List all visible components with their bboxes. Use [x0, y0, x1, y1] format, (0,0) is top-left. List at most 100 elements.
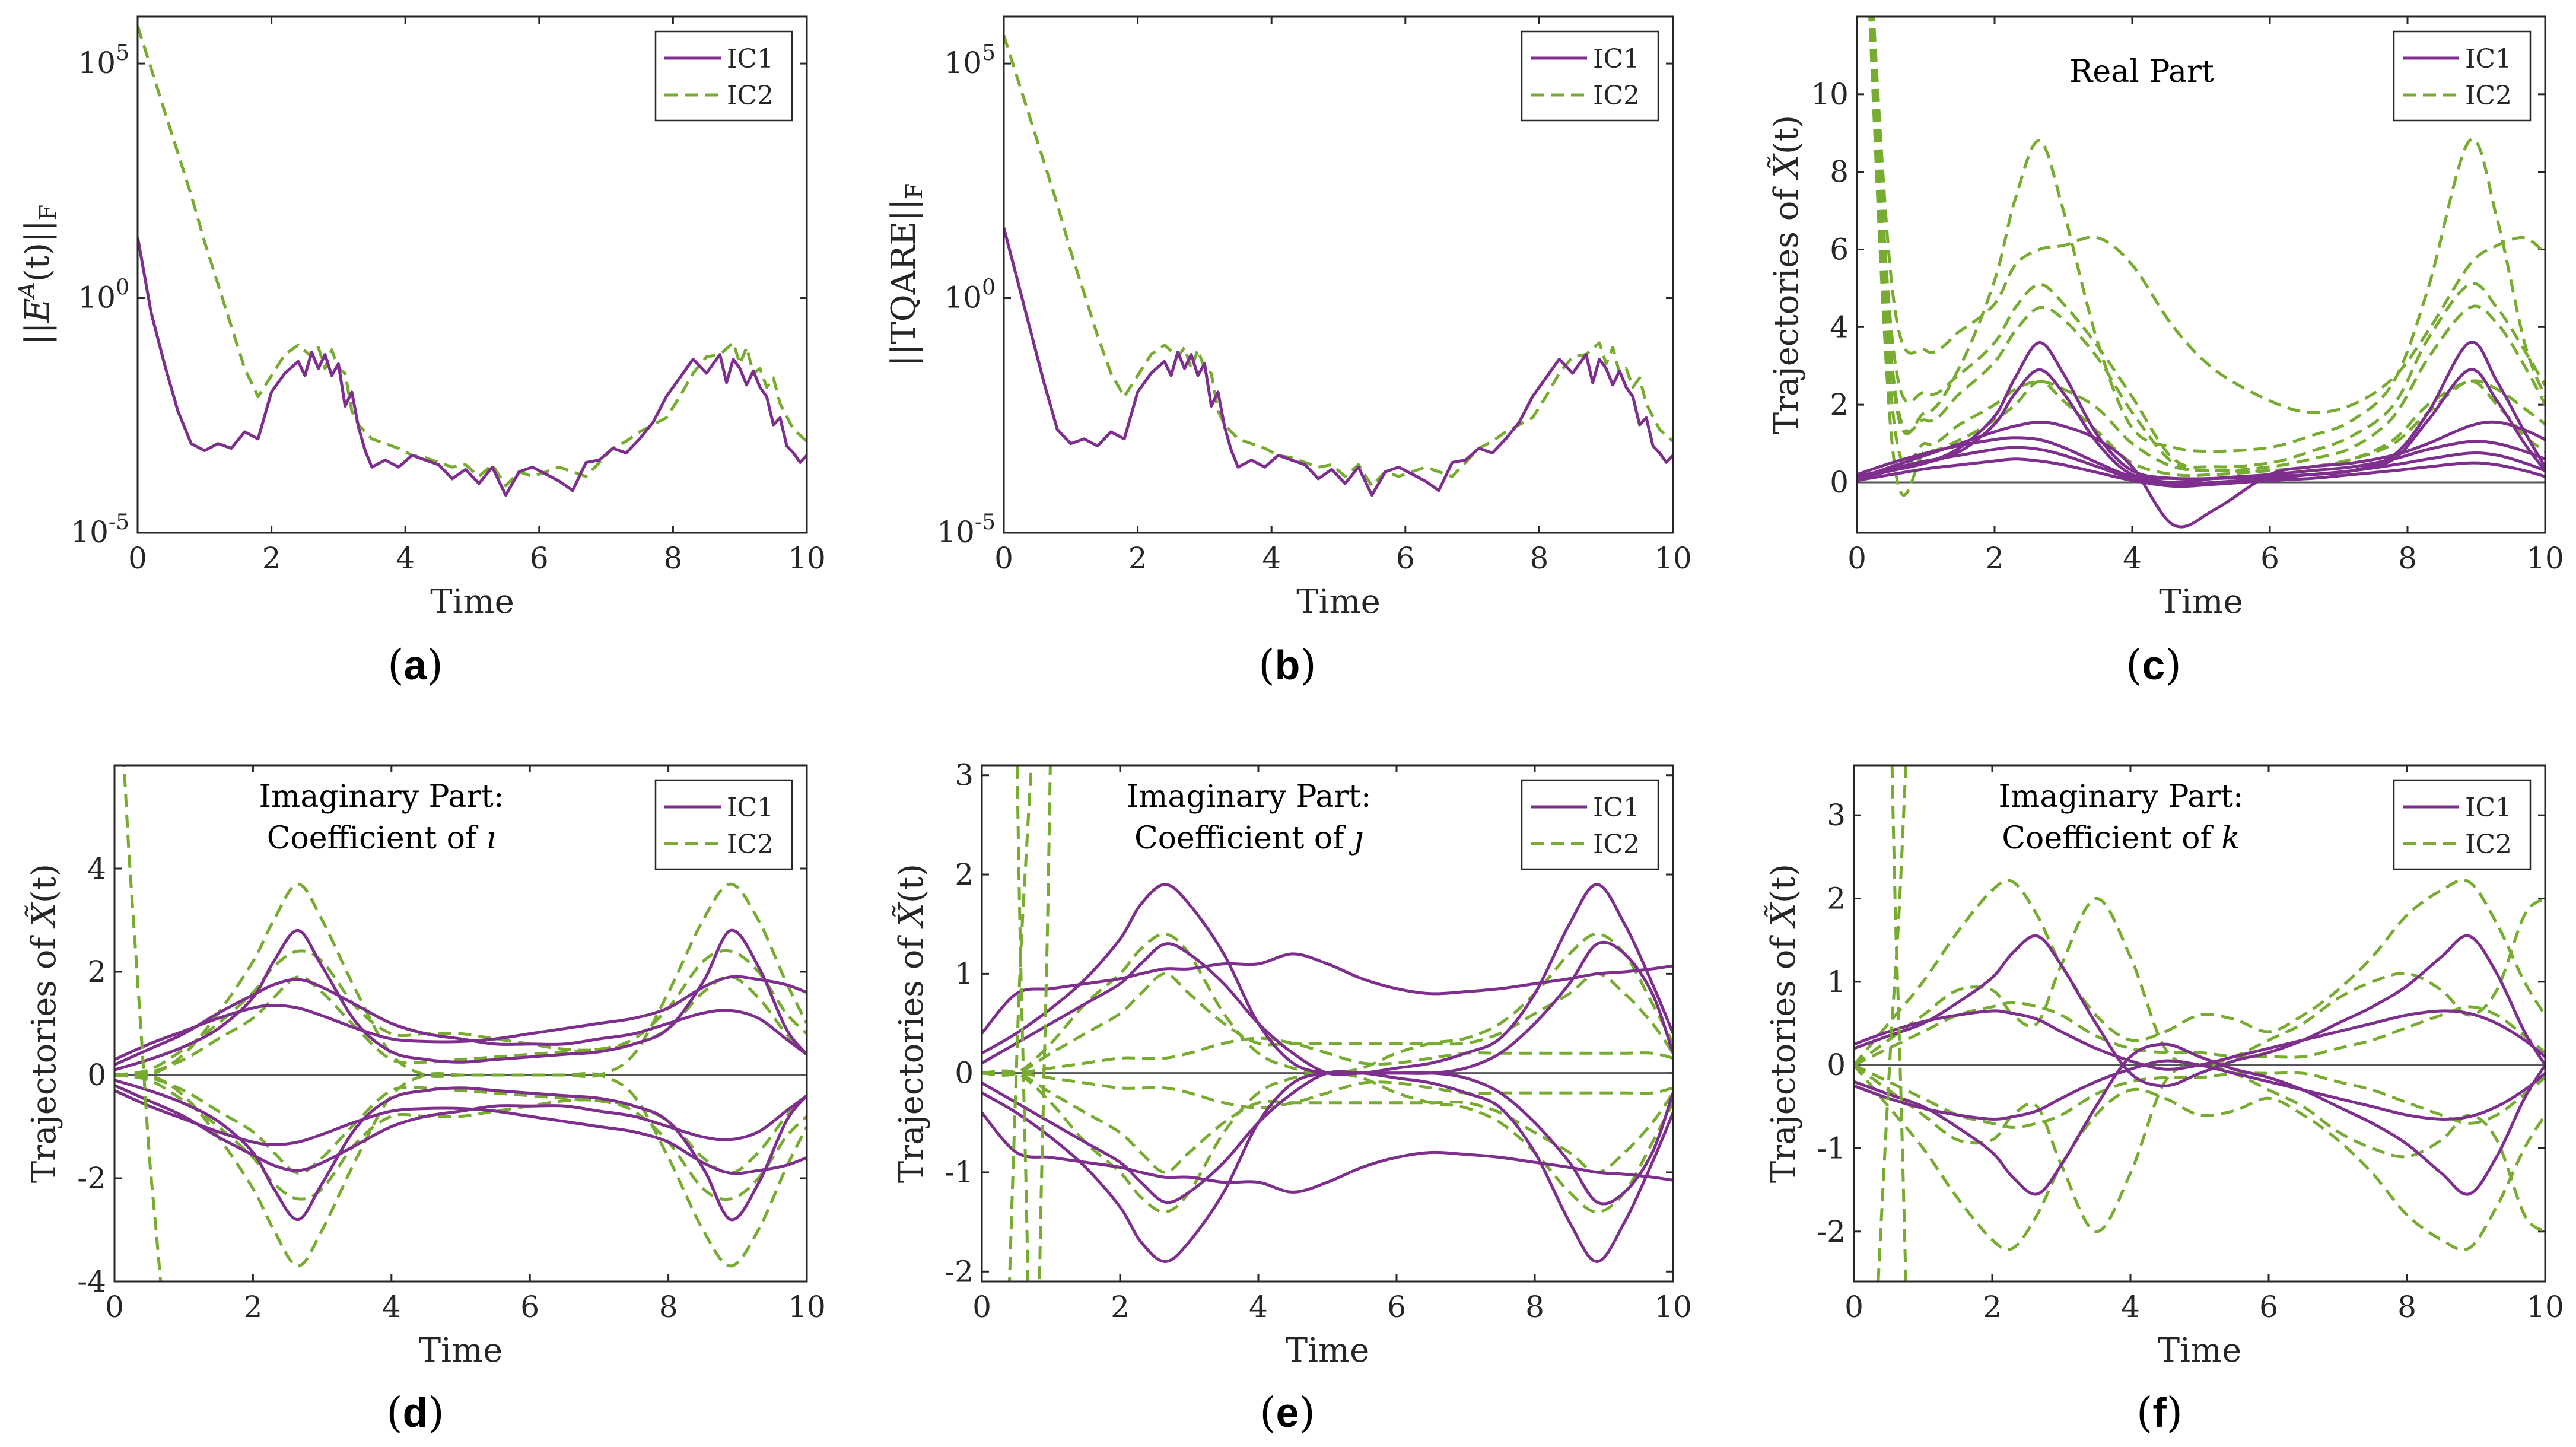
x-tick-label: 2	[1985, 541, 2004, 575]
y-label-superscript: A	[14, 282, 40, 300]
panel-label-paren: (	[1258, 641, 1274, 689]
y-label-subscript: F	[35, 205, 61, 220]
x-tick-label: 2	[1111, 1290, 1130, 1324]
y-label-argument: (t)	[25, 864, 63, 903]
legend-label-ic2: IC2	[1593, 81, 1640, 111]
x-tick-label: 10	[788, 1290, 826, 1324]
y-tick-label: 4	[87, 851, 106, 886]
y-tick-base: 10	[78, 46, 116, 80]
y-tick-label: 8	[1830, 155, 1849, 189]
series-transient-ic2	[1008, 765, 1033, 1281]
y-tick-label: 1	[955, 956, 974, 991]
series-line-ic2	[1004, 34, 1673, 488]
x-tick-label: 8	[659, 1290, 678, 1324]
x-tick-label: 2	[1128, 541, 1147, 575]
y-tick-label: 2	[1830, 387, 1849, 422]
series-line-ic1	[1854, 1009, 2545, 1071]
y-label-part: ||	[885, 344, 923, 367]
y-tick-label: 10	[1811, 77, 1849, 112]
y-tick-label: -1	[944, 1155, 974, 1190]
y-tick-exponent: 5	[116, 41, 129, 65]
x-tick-label: 8	[1529, 541, 1548, 575]
panel-label-f: (f)	[2136, 1388, 2183, 1437]
annotation-text: Real Part	[2069, 54, 2214, 90]
series-line-ic1	[1857, 436, 2545, 484]
y-tick-label: -4	[77, 1264, 106, 1299]
series-line-ic2	[1869, 17, 2545, 473]
y-tick-label: 10-5	[71, 510, 129, 549]
series-line-ic1	[138, 237, 807, 497]
series-line-ic2	[138, 26, 807, 488]
annotation-line-1: Imaginary Part:	[1999, 779, 2244, 815]
annotation-line-2-symbol: ı	[486, 821, 497, 856]
series-line-ic2-mirror	[115, 1071, 807, 1268]
y-tick-exponent: -5	[109, 510, 129, 535]
series-line-ic2	[115, 949, 807, 1077]
panel-label-letter: e	[1276, 1389, 1299, 1436]
series-line-ic2	[1854, 897, 2545, 1067]
x-axis-label: Time	[1286, 1331, 1370, 1370]
series-line-ic1	[1857, 457, 2545, 488]
chart-f: 0 2 4 6 8 10 -2 -1 0 1 2 3 Time Trajectories of X̃(t)…	[1764, 764, 2564, 1370]
panel-label-letter: d	[403, 1389, 428, 1436]
y-tick-exponent: 0	[982, 276, 996, 300]
y-tick-exponent: 0	[116, 276, 129, 300]
series-line-ic2	[115, 975, 807, 1077]
series-line-ic1-mirror	[115, 1084, 807, 1172]
series-line-ic2	[982, 932, 1673, 1077]
y-tick-base: 10	[937, 515, 975, 549]
panel-label-letter: c	[2142, 642, 2165, 688]
y-label-text: Trajectories of	[1767, 178, 1806, 434]
legend-label-ic2: IC2	[727, 829, 774, 860]
legend-box	[654, 30, 793, 122]
legend-label-ic2: IC2	[1593, 829, 1640, 860]
annotation-line-1: Imaginary Part:	[1127, 779, 1372, 815]
panel-label-letter: b	[1275, 642, 1300, 688]
x-tick-label: 6	[1396, 541, 1415, 575]
panel-label-paren: (	[2126, 641, 2142, 689]
x-tick-label: 0	[972, 1290, 991, 1324]
x-tick-label: 6	[1387, 1290, 1406, 1324]
legend-label-ic1: IC1	[2465, 793, 2512, 823]
axes-frame	[113, 764, 808, 1283]
y-tick-label: 3	[955, 758, 974, 793]
y-axis-label: Trajectories of X̃(t)	[1767, 115, 1806, 434]
y-tick-label: 0	[955, 1056, 974, 1090]
x-tick-label: 4	[1249, 1290, 1268, 1324]
series-line-ic1-mirror	[115, 1079, 807, 1222]
panel-label-paren: )	[2165, 641, 2181, 689]
x-tick-label: 4	[396, 541, 415, 575]
series-line-ic2	[1869, 17, 2545, 472]
series-line-ic1-mirror	[982, 1111, 1673, 1194]
series-transient-ic2	[1038, 765, 1052, 1281]
legend-box	[2393, 779, 2532, 870]
y-label-text: Trajectories of	[25, 927, 63, 1183]
legend-label-ic1: IC1	[1593, 44, 1640, 74]
chart-e: 0 2 4 6 8 10 -2 -1 0 1 2 3 Time Trajectories of X̃(t)…	[892, 758, 1692, 1370]
y-tick-label: 2	[955, 857, 974, 892]
panel-label-b: (b)	[1258, 641, 1316, 689]
y-tick-label: 10-5	[937, 510, 996, 549]
series-transient-ic2	[1015, 765, 1030, 1281]
x-tick-label: 0	[128, 541, 147, 575]
legend-box	[1521, 30, 1659, 122]
y-tick-label: 105	[944, 41, 996, 80]
series-line-ic2-mirror	[1854, 1063, 2545, 1129]
plot-area	[1004, 34, 1673, 497]
annotation-line-2: Coefficient of ȷ	[1134, 821, 1363, 856]
plot-area	[1857, 17, 2545, 529]
axes-frame	[981, 764, 1674, 1283]
y-tick-base: 10	[71, 515, 109, 549]
series-line-ic1	[1857, 446, 2545, 486]
plot-area	[138, 26, 807, 497]
y-tick-label: -2	[1817, 1214, 1846, 1249]
x-tick-label: 8	[2398, 541, 2417, 575]
series-transient-ic2	[1877, 765, 1907, 1281]
series-line-ic1	[115, 975, 807, 1061]
y-tick-label: 100	[78, 276, 129, 315]
panel-label-c: (c)	[2126, 641, 2181, 689]
x-tick-label: 10	[1654, 541, 1692, 575]
series-line-ic1	[1857, 420, 2545, 529]
x-axis-label: Time	[1296, 583, 1381, 621]
panel-label-e: (e)	[1260, 1388, 1315, 1437]
